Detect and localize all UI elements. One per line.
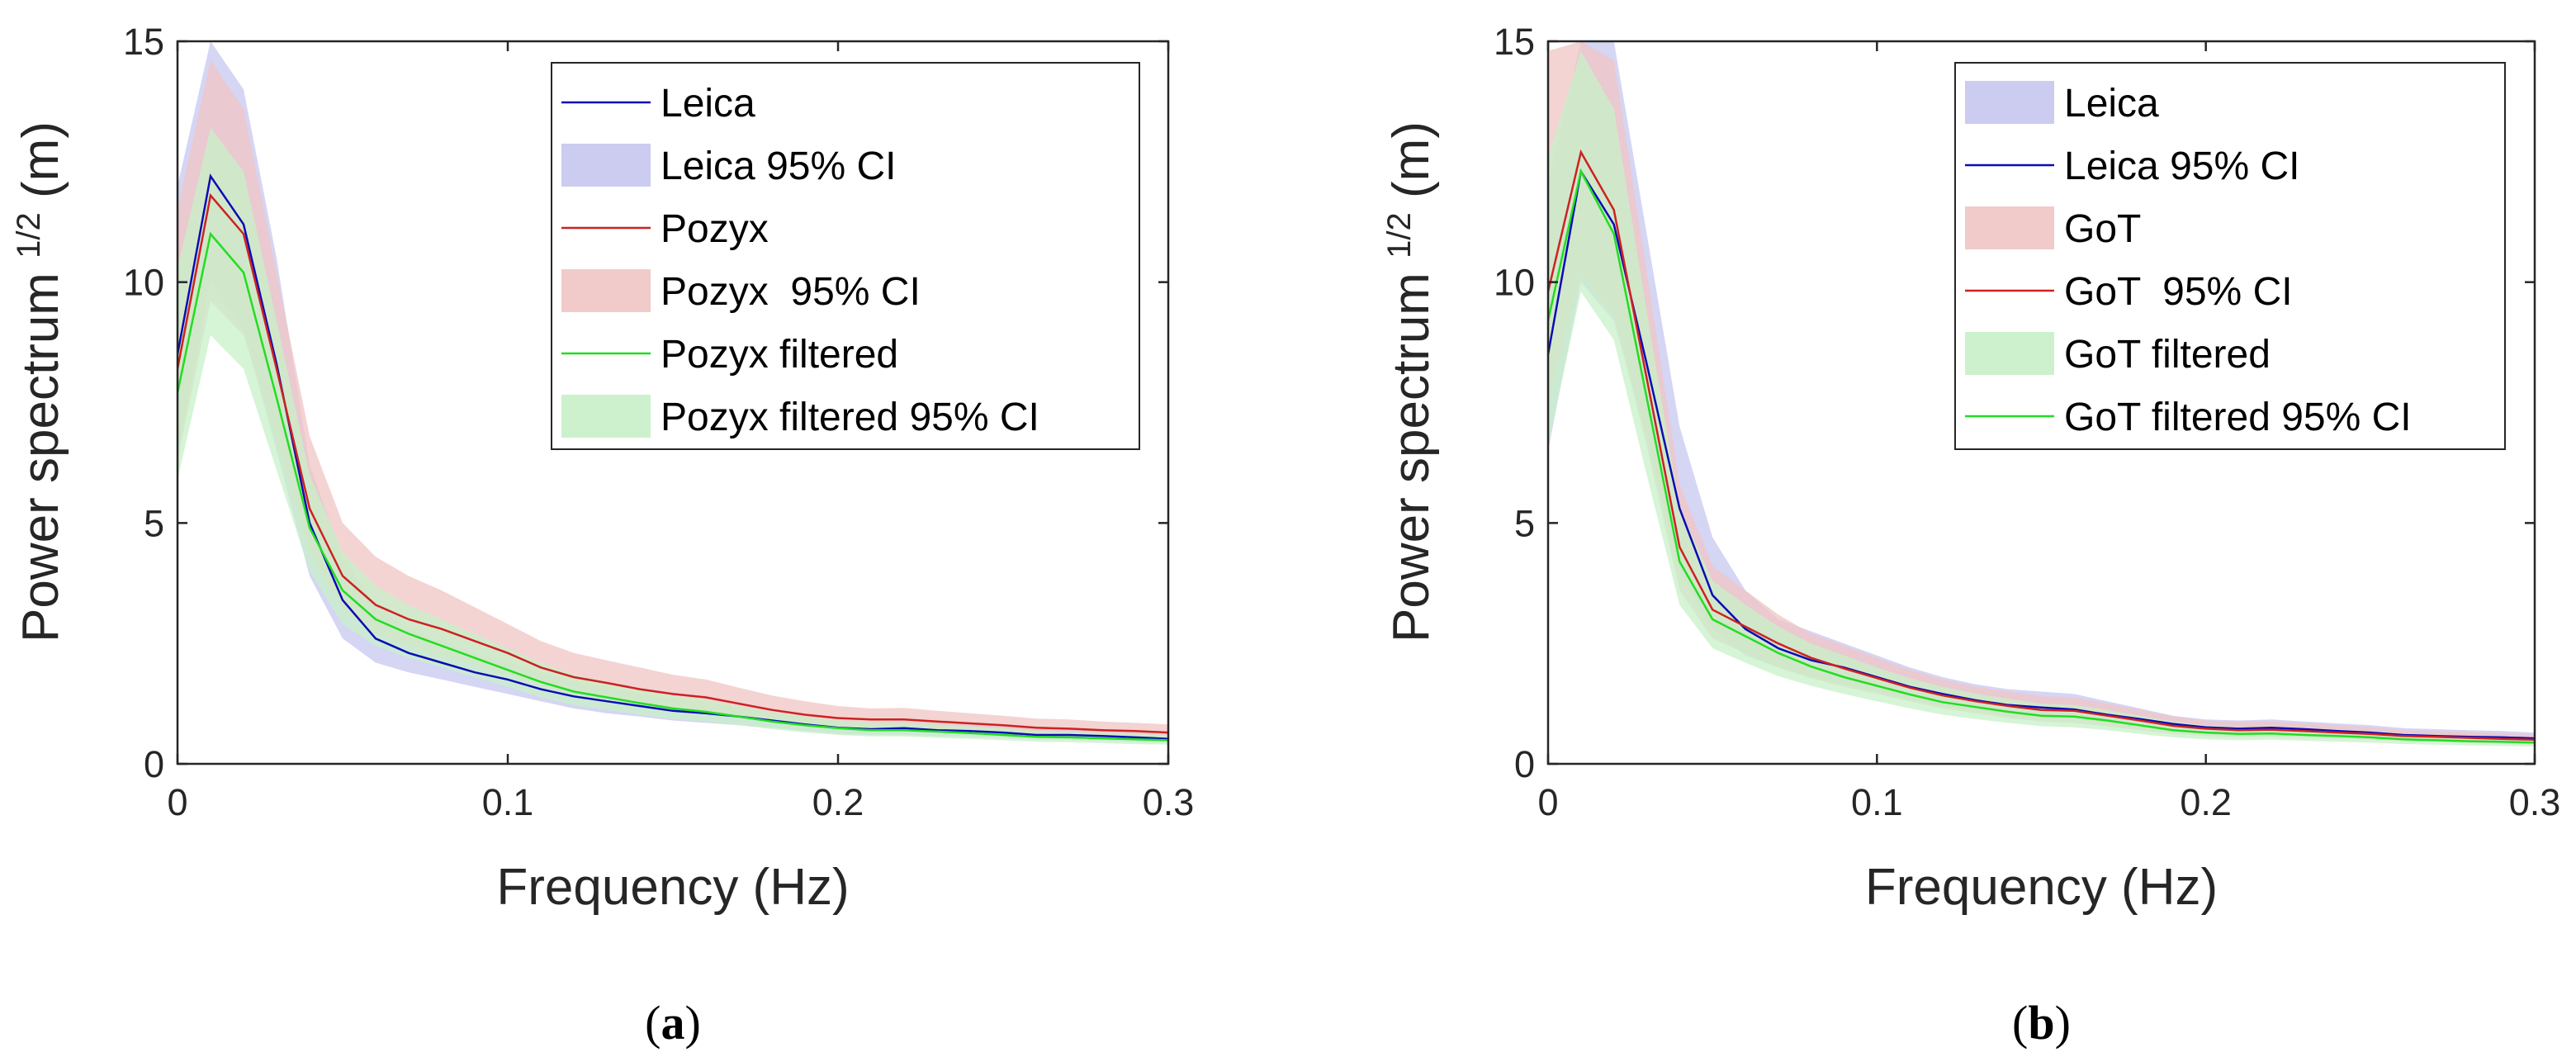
y-tick-label: 0	[1514, 743, 1535, 785]
y-tick-label: 0	[144, 743, 164, 785]
series-line-2	[178, 192, 1168, 734]
legend-swatch-band	[561, 395, 651, 438]
y-tick-label: 10	[1494, 262, 1535, 304]
legend-label: Leica	[2064, 82, 2159, 126]
panel-caption: (b)	[2012, 996, 2071, 1050]
legend-swatch-band	[1965, 206, 2054, 249]
x-axis-label: Frequency (Hz)	[1865, 859, 2218, 916]
legend-label: GoT filtered	[2064, 333, 2271, 377]
y-tick-label: 15	[123, 21, 164, 63]
series-line-0	[178, 173, 1168, 740]
series-line-3	[1548, 149, 2535, 742]
y-tick-label: 15	[1494, 21, 1535, 63]
legend-box	[1954, 62, 2506, 450]
series-line-4	[178, 231, 1168, 742]
x-tick-label: 0	[1537, 781, 1558, 823]
chart-panel-b: 0 0.1 0.2 0.3 0 5 10 15 Frequency (Hz) Power spec…	[1381, 21, 2560, 1050]
legend-label: Leica 95% CI	[2064, 145, 2300, 188]
y-tick-label: 5	[144, 502, 164, 544]
legend: Leica Leica 95% CI Pozyx Pozyx 95% CI Pozyx …	[551, 62, 1140, 450]
panel-caption: (a)	[645, 996, 701, 1050]
legend-swatch-band	[561, 269, 651, 312]
legend-label: GoT 95% CI	[2064, 270, 2293, 314]
x-tick-label: 0	[167, 781, 187, 823]
plot-area	[178, 41, 1168, 745]
x-tick-label: 0.3	[1143, 781, 1195, 823]
legend-label: Leica 95% CI	[661, 145, 897, 188]
axes-box	[176, 40, 1170, 765]
x-tick-label: 0.2	[812, 781, 864, 823]
legend-label: Pozyx filtered 95% CI	[661, 396, 1039, 439]
series-line-5	[1548, 168, 2535, 744]
legend-swatch-band	[1965, 81, 2054, 124]
legend-label: Leica	[661, 82, 755, 126]
plot-area	[1548, 41, 2535, 747]
legend-label: Pozyx filtered	[661, 333, 898, 377]
axes-box	[1546, 40, 2536, 765]
legend-label: GoT	[2064, 207, 2141, 251]
x-axis-label: Frequency (Hz)	[496, 859, 849, 916]
y-tick-label: 10	[123, 262, 164, 304]
legend-swatch-band	[1965, 332, 2054, 375]
x-tick-label: 0.3	[2509, 781, 2561, 823]
y-axis-label: Power spectrum 1/2 (m)	[1381, 121, 1440, 642]
y-axis-label: Power spectrum 1/2 (m)	[11, 121, 69, 642]
chart-panel-a: 0 0.1 0.2 0.3 0 5 10 15 Frequency (Hz) Power spec…	[11, 21, 1194, 1050]
legend-label: GoT filtered 95% CI	[2064, 396, 2412, 439]
x-tick-label: 0.2	[2180, 781, 2232, 823]
y-tick-label: 5	[1514, 502, 1535, 544]
legend-swatch-band	[561, 144, 651, 187]
legend-label: Pozyx	[661, 207, 769, 251]
x-tick-label: 0.1	[1851, 781, 1903, 823]
x-tick-label: 0.1	[482, 781, 534, 823]
legend: Leica Leica 95% CI GoT GoT 95% CI GoT filter…	[1954, 62, 2506, 450]
legend-label: Pozyx 95% CI	[661, 270, 921, 314]
legend-box	[551, 62, 1140, 450]
series-line-1	[1548, 168, 2535, 740]
